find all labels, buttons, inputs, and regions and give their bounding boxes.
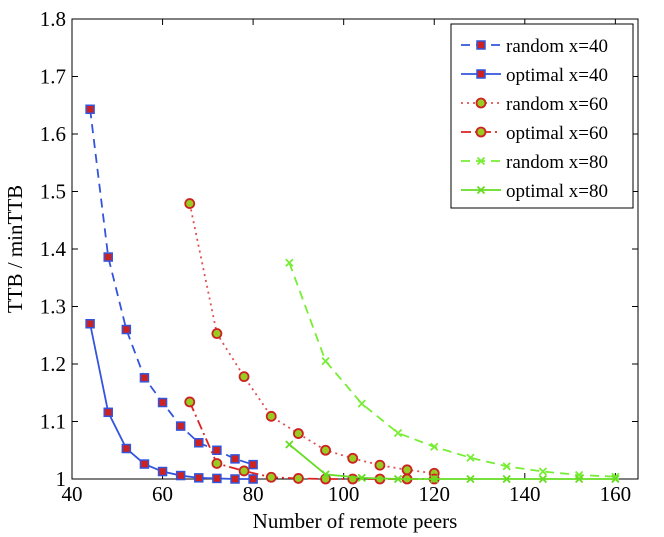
y-tick-label: 1.4 [40,237,67,261]
series-line [288,262,616,478]
data-point [103,252,113,262]
legend-entry: random x=60 [506,94,608,115]
data-point [184,198,196,209]
series-line [89,109,254,466]
series-2 [184,198,440,479]
series-line [288,443,616,480]
data-point [184,396,196,408]
data-point [238,465,250,477]
data-point [85,319,95,329]
x-tick-label: 120 [418,482,450,506]
data-point [430,442,439,451]
legend-entry: random x=40 [506,36,608,57]
data-point [230,474,240,484]
data-point [538,467,548,476]
series-0 [85,104,258,470]
legend-marker [475,97,487,109]
data-point [285,440,294,449]
data-point [393,428,403,438]
data-series [85,104,620,485]
legend-marker [476,185,486,195]
data-point [466,453,475,462]
y-tick-label: 1.2 [40,352,66,376]
legend-entry: optimal x=80 [506,181,608,202]
data-point [285,258,294,267]
x-axis-label: Number of remote peers [253,509,458,533]
series-line [188,203,435,475]
legend-marker [476,156,486,166]
x-tick-label: 40 [62,482,83,506]
data-point [238,371,250,383]
y-tick-label: 1 [56,467,67,491]
data-point [157,466,168,477]
legend-marker [476,69,486,79]
data-point [212,445,222,455]
data-point [211,458,223,469]
data-point [538,474,548,484]
y-tick-label: 1.5 [40,180,66,204]
data-point [502,474,511,484]
data-point [194,473,204,483]
data-point [248,474,258,484]
data-point [157,397,168,408]
x-tick-label: 140 [509,482,541,506]
data-point [85,104,95,115]
data-point [357,473,366,482]
data-point [175,421,186,431]
data-point [212,473,222,484]
series-1 [85,319,258,484]
data-point [320,444,331,456]
y-tick-label: 1.6 [40,122,66,146]
data-point [393,474,403,484]
data-point [265,410,277,422]
y-tick-label: 1.8 [40,7,66,31]
data-point [430,474,439,484]
data-point [175,470,186,481]
data-point [347,452,359,464]
data-point [321,356,330,366]
y-tick-label: 1.7 [40,65,66,89]
data-point [211,328,223,339]
axis-ticks: 40 60 80 100 120 140 160 1 1.1 1.2 1.3 1.4 1.5 1.6 1.7… [40,7,638,506]
legend-entry: random x=80 [506,152,608,173]
data-point [357,399,366,408]
data-point [139,373,150,383]
data-point [194,438,204,448]
series-4 [285,258,620,481]
legend-marker [476,40,486,50]
data-point [248,459,258,470]
data-point [121,324,132,335]
data-point [265,471,277,483]
data-point [611,474,620,484]
data-point [292,473,304,484]
data-point [321,470,330,479]
x-tick-label: 80 [243,482,264,506]
legend-entry: optimal x=60 [506,123,608,144]
data-point [121,443,132,454]
data-point [466,474,475,484]
y-axis-label: TTB / minTTB [3,185,27,313]
x-tick-label: 160 [600,482,632,506]
y-tick-label: 1.1 [40,410,66,434]
data-point [292,428,304,439]
legend-entry: optimal x=40 [506,65,608,86]
data-point [502,462,511,471]
legend: random x=40 optimal x=40 random x=60 optima… [450,23,634,209]
x-tick-label: 100 [328,482,360,506]
series-line [89,323,254,480]
legend-marker [475,126,487,138]
legend-box [450,23,634,209]
data-point [230,454,240,464]
data-point [103,407,113,418]
series-5 [285,440,620,484]
data-point [401,464,413,476]
x-tick-label: 60 [152,482,173,506]
data-point [320,473,331,485]
y-tick-label: 1.3 [40,295,66,319]
data-point [139,459,150,469]
data-point [574,474,584,484]
data-point [374,459,386,471]
